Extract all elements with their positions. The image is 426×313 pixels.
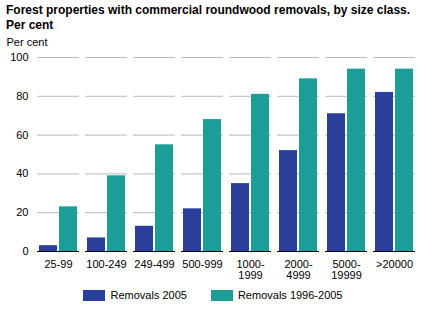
- svg-text:500-999: 500-999: [182, 258, 222, 270]
- svg-text:40: 40: [16, 167, 28, 179]
- svg-text:>20000: >20000: [376, 258, 413, 270]
- html-text:Removals 1996-2005: Removals 1996-2005: [237, 289, 343, 301]
- html-text:Removals 2005: Removals 2005: [110, 289, 187, 301]
- svg-text:5000-19999: 5000-19999: [331, 258, 362, 281]
- svg-text:20: 20: [16, 206, 28, 218]
- svg-text:0: 0: [22, 245, 28, 257]
- svg-text:100: 100: [10, 51, 28, 63]
- svg-text:1000-1999: 1000-1999: [236, 258, 264, 281]
- html-text:Forest properties with commerc: Forest properties with commercial roundw…: [6, 3, 411, 32]
- svg-text:2000-4999: 2000-4999: [284, 258, 312, 281]
- svg-text:80: 80: [16, 90, 28, 102]
- svg-text:60: 60: [16, 129, 28, 141]
- svg-text:249-499: 249-499: [134, 258, 174, 270]
- svg-text:Per cent: Per cent: [7, 36, 48, 48]
- svg-text:100-249: 100-249: [86, 258, 126, 270]
- svg-text:25-99: 25-99: [44, 258, 72, 270]
